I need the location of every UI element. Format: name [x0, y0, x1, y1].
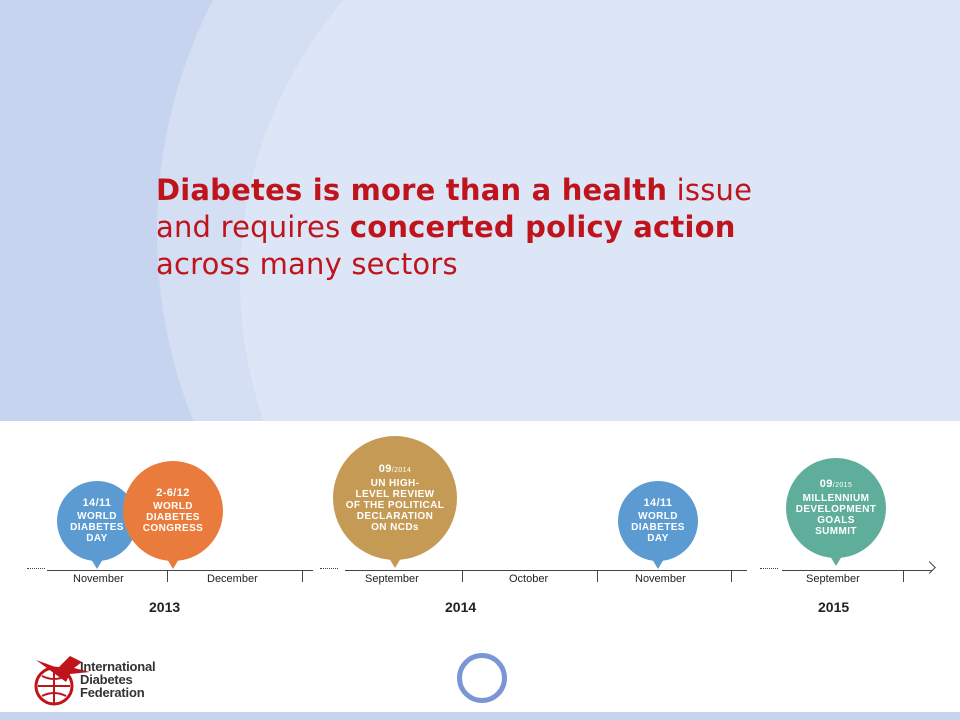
event-bubble-world-diabetes-congress: 2-6/12 WORLD DIABETES CONGRESS: [123, 461, 223, 569]
axis-tick: [167, 570, 168, 582]
header-background: Diabetes is more than a health issue and…: [0, 0, 960, 421]
month-label: October: [509, 573, 549, 585]
axis-tick: [462, 570, 463, 582]
event-bubble-un-high-level-review: 09/2014 UN HIGH- LEVEL REVIEW OF THE POL…: [333, 436, 457, 568]
month-label: September: [365, 573, 419, 585]
year-label: 2015: [818, 599, 850, 615]
month-label: December: [207, 573, 258, 585]
idf-logo-text: International Diabetes Federation: [80, 659, 156, 700]
event-bubble-millennium-goals-summit: 09/2015 MILLENNIUM DEVELOPMENT GOALS SUM…: [786, 458, 886, 566]
background-circle-inner: [240, 0, 960, 421]
footer-bar: [0, 712, 960, 720]
headline: Diabetes is more than a health issue and…: [156, 173, 753, 281]
axis-tick: [731, 570, 732, 582]
axis-line-2015: [782, 570, 932, 571]
year-label: 2013: [149, 599, 181, 615]
month-label: November: [635, 573, 686, 585]
axis-tick: [597, 570, 598, 582]
year-label: 2014: [445, 599, 477, 615]
axis-line-2014: [345, 570, 747, 571]
month-label: September: [806, 573, 860, 585]
month-label: November: [73, 573, 124, 585]
axis-break-dots: [760, 568, 778, 569]
ring-icon: [457, 653, 507, 703]
axis-break-dots: [320, 568, 338, 569]
axis-tick: [302, 570, 303, 582]
axis-break-dots: [27, 568, 45, 569]
axis-line-2013: [47, 570, 313, 571]
event-bubble-world-diabetes-day-2014: 14/11 WORLD DIABETES DAY: [618, 481, 698, 569]
axis-tick: [903, 570, 904, 582]
idf-logo-icon: [34, 656, 90, 706]
